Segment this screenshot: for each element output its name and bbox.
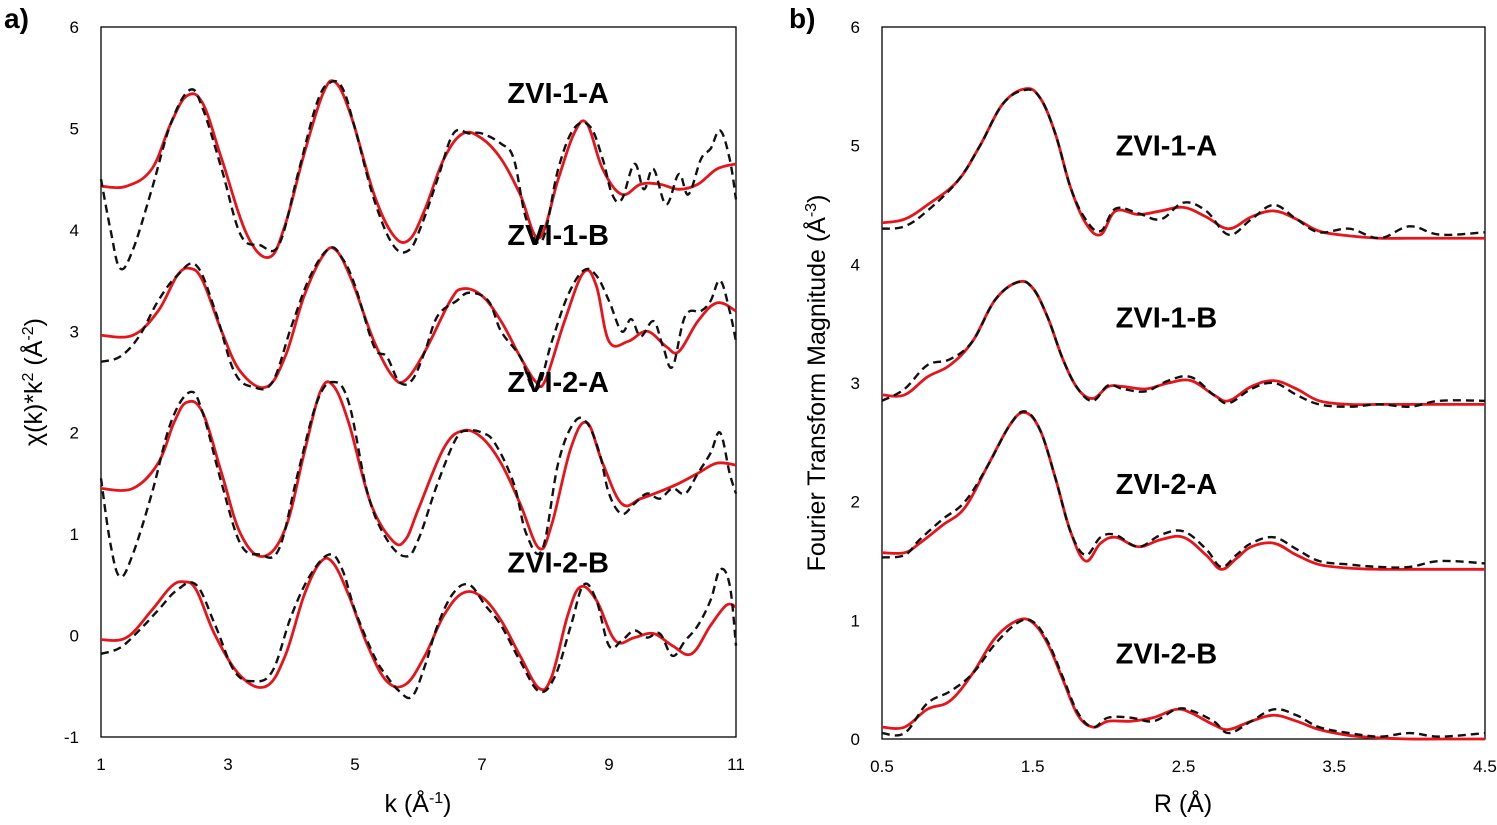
data-line-zvi-1-b bbox=[100, 246, 738, 392]
fit-line-zvi-1-a bbox=[100, 79, 737, 259]
x-axis-title-b: R (Å) bbox=[1154, 788, 1212, 818]
y-tick-label: 1 bbox=[70, 525, 79, 544]
sample-labels-b: ZVI-1-A ZVI-1-B ZVI-2-A ZVI-2-B bbox=[1116, 131, 1218, 671]
data-line-zvi-1-a bbox=[881, 88, 1486, 240]
y-tick-label: -1 bbox=[64, 728, 79, 747]
x-tick-labels-b: 0.5 1.5 2.5 3.5 4.5 bbox=[870, 757, 1497, 776]
sample-label-zvi-2-a: ZVI-2-A bbox=[507, 367, 609, 399]
sample-label-zvi-2-b: ZVI-2-B bbox=[1116, 639, 1218, 671]
x-tick-label: 2.5 bbox=[1172, 757, 1196, 776]
data-line-zvi-2-a bbox=[881, 410, 1486, 569]
y-tick-label: 6 bbox=[70, 18, 79, 37]
sample-label-zvi-1-a: ZVI-1-A bbox=[507, 78, 609, 110]
data-line-zvi-2-a bbox=[99, 380, 738, 579]
fit-line-zvi-2-b bbox=[100, 556, 737, 692]
y-tick-label: 4 bbox=[70, 221, 79, 240]
y-axis-title-a: χ(k)*k2 (Å-2) bbox=[18, 318, 48, 446]
sample-label-zvi-1-b: ZVI-1-B bbox=[1116, 303, 1218, 335]
sample-label-zvi-2-a: ZVI-2-A bbox=[1116, 469, 1218, 501]
x-tick-label: 3 bbox=[223, 755, 232, 774]
x-axis-title-a: k (Å-1) bbox=[384, 788, 451, 818]
series-group-a bbox=[99, 79, 738, 700]
y-tick-label: 5 bbox=[70, 119, 79, 138]
y-tick-labels-a: -1 0 1 2 3 4 5 6 bbox=[64, 18, 79, 747]
data-line-zvi-1-b bbox=[881, 280, 1486, 409]
series-group-b bbox=[881, 87, 1486, 741]
x-tick-label: 4.5 bbox=[1473, 757, 1497, 776]
panel-label-a: a) bbox=[4, 3, 29, 34]
x-tick-label: 7 bbox=[477, 755, 486, 774]
y-tick-label: 2 bbox=[851, 493, 860, 512]
data-line-zvi-2-b bbox=[881, 618, 1486, 738]
y-tick-label: 1 bbox=[851, 611, 860, 630]
y-tick-label: 3 bbox=[70, 322, 79, 341]
data-line-zvi-2-b bbox=[100, 553, 738, 700]
y-tick-labels-b: 0 1 2 3 4 5 6 bbox=[851, 18, 860, 749]
y-tick-label: 4 bbox=[851, 255, 860, 274]
fit-line-zvi-1-a bbox=[881, 87, 1485, 240]
x-tick-label: 5 bbox=[350, 755, 359, 774]
plot-frame-a bbox=[100, 26, 737, 738]
x-tick-label: 0.5 bbox=[870, 757, 894, 776]
y-tick-label: 0 bbox=[851, 730, 860, 749]
panel-a: a) ZVI-1-A ZVI-1-B ZVI-2-A ZVI-2-B -1 0 1 2 3 4 5… bbox=[4, 3, 745, 818]
x-tick-label: 9 bbox=[604, 755, 613, 774]
y-tick-label: 6 bbox=[851, 18, 860, 37]
fit-line-zvi-2-a bbox=[100, 380, 737, 558]
x-tick-label: 1 bbox=[96, 755, 105, 774]
x-tick-label: 11 bbox=[727, 755, 745, 774]
fit-line-zvi-2-b bbox=[881, 617, 1485, 741]
y-tick-label: 3 bbox=[851, 374, 860, 393]
sample-label-zvi-2-b: ZVI-2-B bbox=[507, 548, 609, 580]
y-tick-label: 5 bbox=[851, 137, 860, 156]
y-tick-label: 2 bbox=[70, 424, 79, 443]
y-axis-title-b: Fourier Transform Magnitude (Å-3) bbox=[801, 195, 831, 572]
x-tick-labels-a: 1 3 5 7 9 11 bbox=[96, 755, 745, 774]
x-tick-label: 3.5 bbox=[1322, 757, 1346, 776]
sample-label-zvi-1-a: ZVI-1-A bbox=[1116, 131, 1218, 163]
plot-frame-b bbox=[881, 26, 1486, 740]
panel-label-b: b) bbox=[789, 3, 815, 34]
data-line-zvi-1-a bbox=[99, 79, 738, 271]
y-tick-label: 0 bbox=[70, 627, 79, 646]
x-tick-label: 1.5 bbox=[1021, 757, 1045, 776]
sample-label-zvi-1-b: ZVI-1-B bbox=[507, 220, 609, 252]
sample-labels-a: ZVI-1-A ZVI-1-B ZVI-2-A ZVI-2-B bbox=[507, 78, 609, 580]
